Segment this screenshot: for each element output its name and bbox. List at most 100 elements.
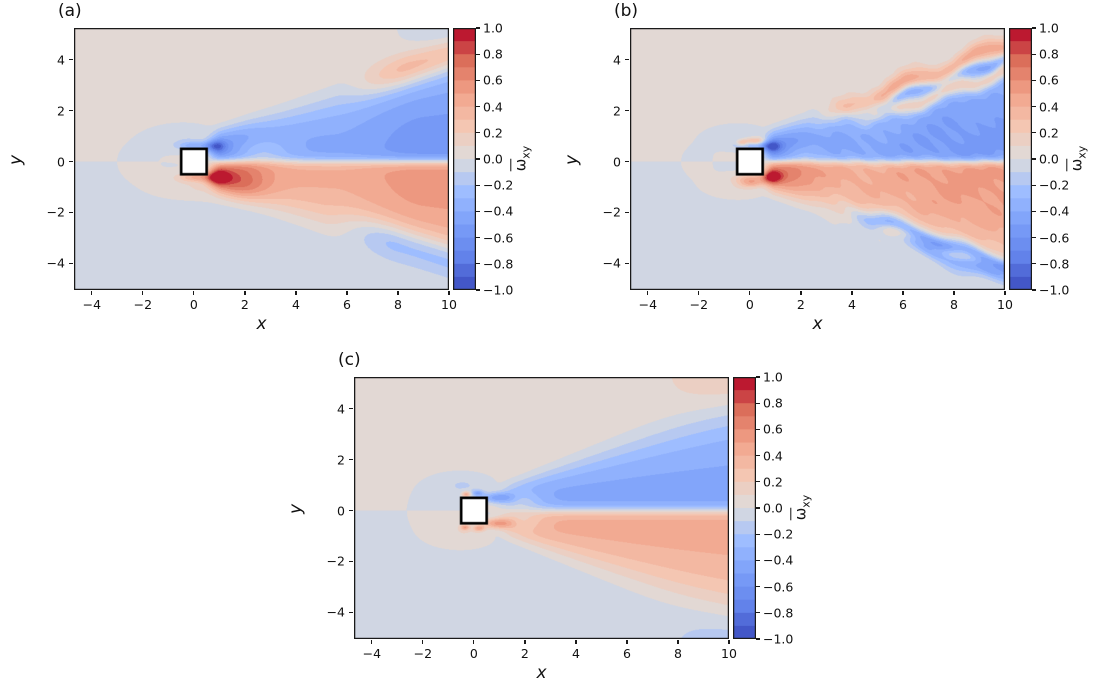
x-tick-mark <box>749 291 751 295</box>
colorbar-tick-mark <box>1032 237 1036 239</box>
x-tick-mark <box>524 640 526 644</box>
omega-symbol: ω <box>511 158 530 172</box>
colorbar-tick-label: 0.0 <box>483 151 503 167</box>
x-tick-label: −4 <box>638 297 658 312</box>
omega-symbol: ω <box>1067 158 1086 172</box>
panel-c: (c) y x ωxy −4 −2 0 2 4 6 8 10 4 2 0 −2 −4 1.0 0.8 0.6 0… <box>281 349 829 695</box>
x-tick-mark <box>800 291 802 295</box>
y-tick-mark <box>69 160 73 163</box>
y-tick-label: 0 <box>57 154 65 170</box>
x-tick-mark <box>295 291 297 295</box>
colorbar-tick-mark <box>476 79 480 81</box>
y-tick-mark <box>349 560 353 562</box>
x-tick-label: 6 <box>898 297 907 312</box>
x-tick-label: 6 <box>342 297 351 312</box>
colorbar-tick-mark <box>476 158 480 160</box>
colorbar-tick-mark <box>756 533 760 535</box>
x-tick-label: 4 <box>847 297 856 312</box>
colorbar-tick-label: −1.0 <box>763 631 794 647</box>
colorbar-tick-mark <box>1032 184 1036 186</box>
x-tick-mark <box>902 291 904 295</box>
x-tick-label: 0 <box>469 646 478 661</box>
colorbar-tick-mark <box>476 27 480 29</box>
y-axis-label: y <box>286 503 307 515</box>
colorbar-tick-label: 0.4 <box>1039 99 1059 115</box>
colorbar-tick-label: −0.8 <box>763 605 794 621</box>
x-tick-label: 4 <box>571 646 580 661</box>
colorbar-label: ωxy <box>511 146 532 172</box>
colorbar-tick-label: −0.2 <box>483 177 514 193</box>
x-tick-mark <box>575 640 577 644</box>
colorbar-tick-mark <box>1032 158 1036 160</box>
colorbar-tick-label: 0.6 <box>1039 72 1059 88</box>
colorbar-tick-label: 1.0 <box>763 369 783 385</box>
colorbar-tick-label: −0.8 <box>483 256 514 272</box>
colorbar <box>1009 28 1032 290</box>
x-tick-label: 2 <box>520 646 529 661</box>
colorbar-tick-mark <box>756 612 760 614</box>
y-tick-label: 4 <box>57 52 65 68</box>
y-tick-mark <box>625 262 629 264</box>
colorbar-tick-mark <box>476 289 480 291</box>
colorbar <box>453 28 476 290</box>
y-tick-mark <box>349 509 353 512</box>
y-tick-mark <box>349 459 353 461</box>
x-axis-label: x <box>536 663 547 683</box>
colorbar-tick-mark <box>476 263 480 265</box>
x-tick-mark <box>647 291 649 295</box>
x-tick-label: −4 <box>82 297 102 312</box>
y-tick-mark <box>625 211 629 213</box>
x-tick-label: 0 <box>745 297 754 312</box>
colorbar-tick-mark <box>1032 79 1036 81</box>
colorbar-tick-label: 0.8 <box>1039 46 1059 62</box>
x-tick-mark <box>851 291 853 295</box>
colorbar-tick-label: 0.2 <box>483 125 503 141</box>
y-tick-mark <box>625 110 629 112</box>
x-tick-mark <box>626 640 628 644</box>
x-tick-label: 8 <box>393 297 402 312</box>
x-axis-label: x <box>812 314 823 334</box>
colorbar-label-subscript: xy <box>519 145 533 159</box>
x-tick-label: 6 <box>622 646 631 661</box>
y-axis-label: y <box>6 154 27 166</box>
colorbar-tick-label: −0.4 <box>763 552 794 568</box>
x-tick-mark <box>448 291 450 295</box>
colorbar-tick-mark <box>756 586 760 588</box>
y-tick-label: −2 <box>46 204 65 220</box>
x-axis-label: x <box>256 314 267 334</box>
y-tick-label: −2 <box>602 204 621 220</box>
x-tick-label: −4 <box>362 646 382 661</box>
x-tick-label: 10 <box>997 297 1013 312</box>
panel-title: (c) <box>338 350 361 370</box>
colorbar-tick-mark <box>1032 106 1036 108</box>
y-tick-mark <box>349 611 353 613</box>
y-tick-mark <box>69 211 73 213</box>
colorbar-tick-label: 0.8 <box>763 395 783 411</box>
panel-b: (b) y x ωxy −4 −2 0 2 4 6 8 10 4 2 0 −2 −4 1.0 0.8 0.6 0… <box>557 0 1105 346</box>
colorbar-tick-mark <box>476 106 480 108</box>
y-tick-mark <box>349 408 353 410</box>
colorbar-tick-label: −0.6 <box>483 230 514 246</box>
colorbar-tick-label: −0.6 <box>1039 230 1070 246</box>
colorbar-tick-mark <box>1032 263 1036 265</box>
colorbar-tick-label: −0.8 <box>1039 256 1070 272</box>
x-tick-mark <box>244 291 246 295</box>
x-tick-mark <box>698 291 700 295</box>
x-tick-mark <box>193 291 195 295</box>
x-tick-mark <box>677 640 679 644</box>
x-tick-label: 2 <box>796 297 805 312</box>
x-tick-mark <box>1004 291 1006 295</box>
colorbar-tick-mark <box>756 402 760 404</box>
x-tick-label: −2 <box>689 297 709 312</box>
colorbar-tick-label: 0.0 <box>763 500 783 516</box>
colorbar-tick-mark <box>756 428 760 430</box>
colorbar-tick-mark <box>756 507 760 509</box>
colorbar <box>733 377 756 639</box>
colorbar-label-subscript: xy <box>1075 145 1089 159</box>
y-tick-label: 4 <box>337 401 345 417</box>
colorbar-tick-mark <box>1032 289 1036 291</box>
colorbar-tick-mark <box>756 376 760 378</box>
x-tick-mark <box>397 291 399 295</box>
colorbar-label: ωxy <box>791 495 812 521</box>
